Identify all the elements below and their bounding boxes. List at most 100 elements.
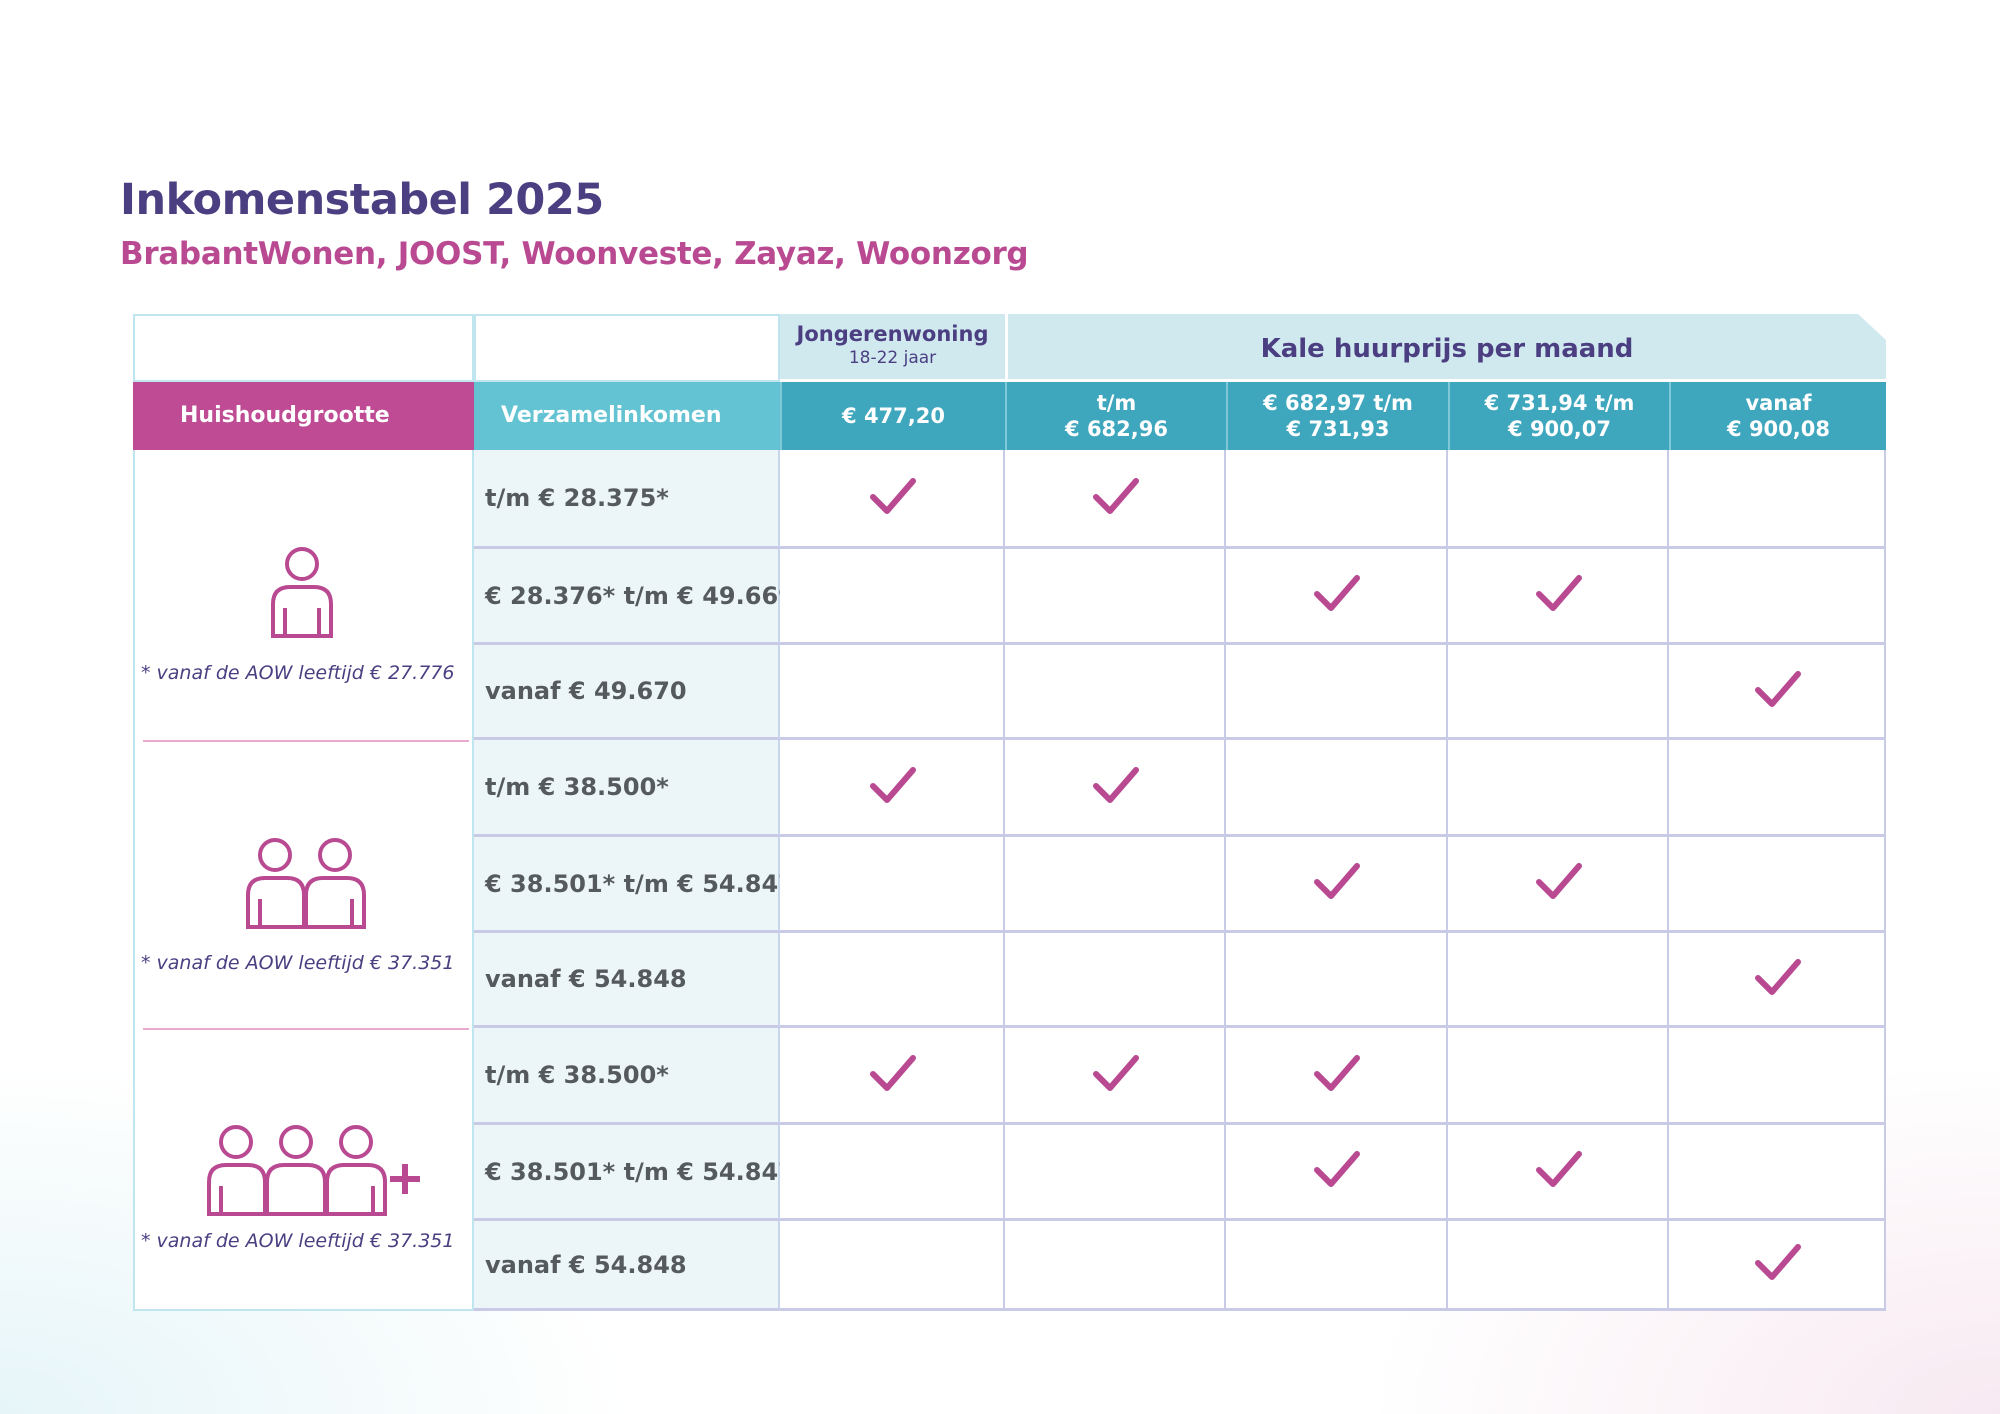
eligibility-cell — [780, 1028, 1005, 1125]
price-header-line1: t/m — [1096, 391, 1137, 415]
check-icon — [1535, 863, 1582, 899]
page-title: Inkomenstabel 2025 — [120, 175, 604, 225]
income-range-cell: € 38.501* t/m € 54.847 — [474, 837, 795, 933]
price-header-line1: € 682,97 t/m — [1263, 391, 1413, 415]
price-header-4: € 731,94 t/m € 900,07 — [1448, 382, 1669, 450]
check-icon — [1092, 477, 1139, 514]
aow-note: * vanaf de AOW leeftijd € 37.351 — [141, 952, 455, 974]
jongerenwoning-header: Jongerenwoning 18-22 jaar — [780, 314, 1005, 379]
eligibility-cell — [1005, 450, 1226, 549]
eligibility-cell — [1005, 740, 1226, 837]
check-icon — [869, 477, 916, 514]
eligibility-cell — [1226, 837, 1448, 933]
income-range-cell: vanaf € 49.670 — [474, 645, 780, 740]
price-header-line1: € 477,20 — [842, 404, 945, 428]
income-range-cell: € 38.501* t/m € 54.847 — [474, 1125, 795, 1221]
check-icon — [1314, 1151, 1360, 1187]
check-icon — [869, 766, 916, 803]
eligibility-cell — [1448, 837, 1669, 933]
eligibility-cell — [780, 740, 1005, 837]
one-person-icon — [271, 547, 333, 638]
eligibility-cell — [1005, 837, 1226, 933]
three-plus-persons-icon — [207, 1125, 420, 1216]
eligibility-cell — [1226, 450, 1448, 549]
check-icon — [1754, 670, 1801, 707]
price-header-line1: vanaf — [1745, 391, 1812, 415]
group-separator — [143, 740, 469, 742]
eligibility-cell — [780, 933, 1005, 1028]
eligibility-cell — [780, 645, 1005, 740]
aow-note: * vanaf de AOW leeftijd € 37.351 — [141, 1230, 455, 1252]
check-icon — [1314, 1054, 1360, 1091]
income-table: Jongerenwoning 18-22 jaar Kale huurprijs… — [133, 314, 1886, 1311]
eligibility-cell — [1226, 1028, 1448, 1125]
page-subtitle: BrabantWonen, JOOST, Woonveste, Zayaz, W… — [120, 236, 1029, 272]
check-icon — [1092, 766, 1139, 803]
eligibility-cell — [780, 450, 1005, 549]
income-header: Verzamelinkomen — [474, 382, 780, 450]
eligibility-cell — [1669, 549, 1886, 645]
eligibility-cell — [1669, 1028, 1886, 1125]
eligibility-cell — [1226, 645, 1448, 740]
check-icon — [1754, 1244, 1801, 1280]
eligibility-cell — [1226, 1221, 1448, 1311]
eligibility-cell — [1669, 1125, 1886, 1221]
check-icon — [1314, 863, 1360, 899]
eligibility-cell — [1448, 1125, 1669, 1221]
check-icon — [1092, 1054, 1139, 1091]
household-size-header: Huishoudgrootte — [133, 382, 474, 450]
eligibility-cell — [780, 549, 1005, 645]
price-header-1: € 477,20 — [780, 382, 1005, 450]
eligibility-cell — [1005, 1221, 1226, 1311]
income-range-cell: vanaf € 54.848 — [474, 1221, 780, 1311]
income-range-cell: t/m € 28.375* — [474, 450, 780, 549]
price-header-line1: € 731,94 t/m — [1484, 391, 1635, 415]
jongerenwoning-age: 18-22 jaar — [848, 348, 937, 368]
eligibility-cell — [1448, 1028, 1669, 1125]
eligibility-cell — [1226, 549, 1448, 645]
eligibility-cell — [780, 837, 1005, 933]
eligibility-cell — [1448, 740, 1669, 837]
check-icon — [1535, 1151, 1582, 1187]
check-icon — [1754, 958, 1801, 995]
eligibility-cell — [1005, 1028, 1226, 1125]
price-header-5: vanaf € 900,08 — [1669, 382, 1886, 450]
eligibility-cell — [1005, 549, 1226, 645]
eligibility-cell — [1005, 933, 1226, 1028]
two-persons-icon — [246, 838, 366, 929]
price-header-line2: € 731,93 — [1286, 417, 1390, 441]
kale-huurprijs-header: Kale huurprijs per maand — [1005, 314, 1886, 379]
check-icon — [869, 1054, 916, 1091]
eligibility-cell — [1448, 450, 1669, 549]
top-empty-cell-income — [474, 314, 780, 382]
eligibility-cell — [1669, 1221, 1886, 1311]
jongerenwoning-title: Jongerenwoning — [796, 322, 989, 346]
income-range-cell: € 28.376* t/m € 49.669 — [474, 549, 795, 645]
income-range-cell: t/m € 38.500* — [474, 740, 780, 837]
check-icon — [1314, 575, 1360, 611]
eligibility-cell — [1669, 450, 1886, 549]
check-icon — [1535, 575, 1582, 611]
price-header-2: t/m € 682,96 — [1005, 382, 1226, 450]
household-column: * vanaf de AOW leeftijd € 27.776 * vanaf… — [133, 450, 474, 1311]
eligibility-cell — [1669, 837, 1886, 933]
income-range-cell: vanaf € 54.848 — [474, 933, 780, 1028]
price-header-3: € 682,97 t/m € 731,93 — [1226, 382, 1448, 450]
eligibility-cell — [1448, 645, 1669, 740]
group-separator — [143, 1028, 469, 1030]
eligibility-cell — [780, 1221, 1005, 1311]
eligibility-cell — [1448, 549, 1669, 645]
price-header-line2: € 682,96 — [1065, 417, 1168, 441]
income-range-cell: t/m € 38.500* — [474, 1028, 780, 1125]
top-empty-cell-household — [133, 314, 474, 382]
eligibility-cell — [1669, 645, 1886, 740]
eligibility-cell — [1005, 1125, 1226, 1221]
eligibility-cell — [1226, 1125, 1448, 1221]
eligibility-cell — [1226, 740, 1448, 837]
aow-note: * vanaf de AOW leeftijd € 27.776 — [141, 662, 455, 684]
eligibility-cell — [1669, 740, 1886, 837]
eligibility-cell — [1448, 933, 1669, 1028]
price-header-line2: € 900,08 — [1727, 417, 1830, 441]
eligibility-cell — [780, 1125, 1005, 1221]
eligibility-cell — [1669, 933, 1886, 1028]
